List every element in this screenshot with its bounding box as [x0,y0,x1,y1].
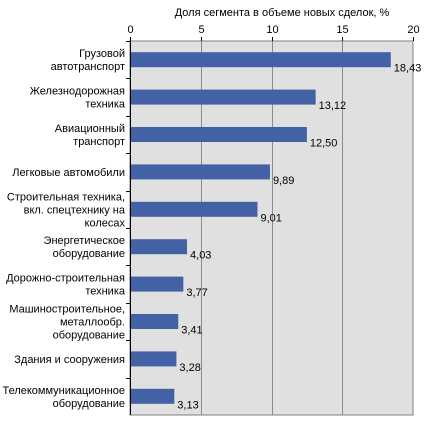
category-label-line: Машиностроительное, [9,304,125,316]
data-label: 3,77 [186,287,207,299]
bar [131,127,307,142]
bar [131,89,316,105]
x-tick-label: 10 [266,24,278,36]
data-label: 9,89 [273,175,294,187]
category-label-line: Энергетическое [44,235,125,247]
x-axis-title: Доля сегмента в объеме новых сделок, % [175,7,390,19]
category-label-line: оборудование [53,398,125,410]
category-label: Телекоммуникационное оборудование [2,385,125,410]
x-tick-label: 5 [198,24,204,36]
bar [131,314,179,329]
category-label-line: оборудование [53,330,125,342]
category-label-line: Дорожно-строительная [6,273,125,285]
data-label: 13,12 [319,100,347,112]
category-label-line: автотранспорт [51,61,125,73]
bar [131,276,184,292]
category-label-line: техника [85,286,126,298]
category-label-line: оборудование [53,248,125,260]
bar [131,351,177,367]
category-label-line: вкл. спецтехнику на [24,204,126,216]
category-label-line: Здания и сооружения [14,354,125,366]
category-label: Железнодорожная техника [30,86,126,111]
category-label: Энергетическое оборудование [44,235,125,260]
category-label-line: металлообр. [60,317,125,329]
category-label-line: транспорт [73,136,125,148]
category-label-line: Грузовой [79,48,125,60]
category-label-line: Строительная техника, [7,191,125,203]
category-label: Легковые автомобили [12,167,125,179]
x-tick-label: 20 [407,24,419,36]
data-label: 18,43 [394,63,422,75]
data-label: 3,13 [177,399,198,411]
category-label: Авиационный транспорт [55,123,125,148]
category-label-line: Телекоммуникационное [2,385,125,397]
data-label: 9,01 [260,212,281,224]
category-label: Дорожно-строительная техника [6,273,126,298]
bar [131,164,270,180]
category-label-line: техника [85,99,126,111]
category-label: Здания и сооружения [14,354,125,366]
category-label-line: Легковые автомобили [12,167,125,179]
data-label: 4,03 [190,250,211,262]
bar [131,239,188,255]
category-label: Грузовой автотранспорт [51,48,125,73]
category-label-line: Авиационный [55,123,125,135]
bar [131,201,258,217]
data-label: 3,41 [181,325,202,337]
x-tick-label: 0 [127,24,133,36]
category-label-line: колесах [85,217,126,229]
bar [131,388,175,404]
data-label: 3,28 [179,362,200,374]
bar [131,52,391,68]
category-label: Машиностроительное, металлообр. оборудован… [9,304,125,342]
category-label: Строительная техника, вкл. спецтехнику на… [7,191,126,229]
data-label: 12,50 [310,138,338,150]
x-tick-label: 15 [336,24,348,36]
category-label-line: Железнодорожная [30,86,125,98]
